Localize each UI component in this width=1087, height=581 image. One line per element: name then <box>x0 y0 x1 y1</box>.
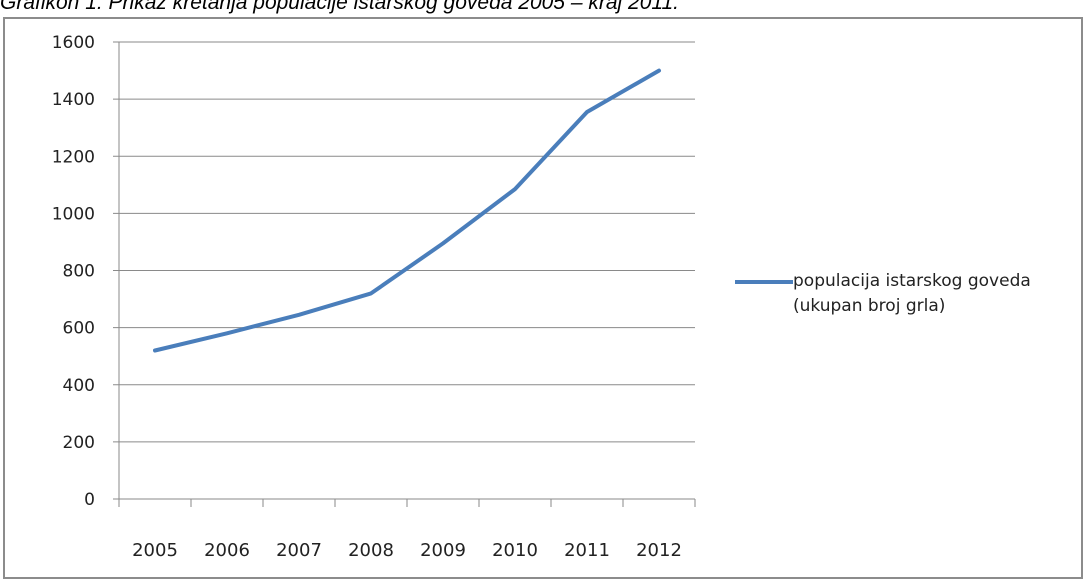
legend-label: populacija istarskog goveda (ukupan broj… <box>793 271 1031 316</box>
legend-swatch <box>735 280 793 284</box>
chart-frame <box>3 17 1083 579</box>
series-lines <box>153 68 661 353</box>
y-tick-label: 400 <box>63 376 95 396</box>
x-tick-label: 2010 <box>492 540 538 561</box>
y-tick-label: 600 <box>63 319 95 339</box>
y-tick-label: 200 <box>63 433 95 453</box>
series-line <box>153 68 661 353</box>
x-tick-label: 2011 <box>564 540 610 561</box>
y-tick-label: 800 <box>63 262 95 282</box>
x-tick-label: 2012 <box>636 540 682 561</box>
x-tick-labels: 2005 2006 2007 2008 2009 2010 2011 2012 <box>132 540 682 561</box>
y-tick-label: 1200 <box>52 147 95 167</box>
y-tick-label: 1400 <box>52 90 95 110</box>
x-tick-label: 2009 <box>420 540 466 561</box>
x-tick-label: 2006 <box>204 540 250 561</box>
y-tick-label: 1600 <box>52 33 95 53</box>
gridlines <box>113 41 695 500</box>
figure-caption: Grafikon 1: Prikaz kretanja populacije i… <box>0 0 680 14</box>
axes <box>118 42 696 507</box>
x-tick-label: 2007 <box>276 540 322 561</box>
y-tick-label: 1000 <box>52 204 95 224</box>
x-tick-label: 2005 <box>132 540 178 561</box>
y-tick-labels: 0 200 400 600 800 1000 1200 1400 1600 <box>52 33 95 510</box>
y-tick-label: 0 <box>84 490 95 510</box>
x-tick-label: 2008 <box>348 540 394 561</box>
